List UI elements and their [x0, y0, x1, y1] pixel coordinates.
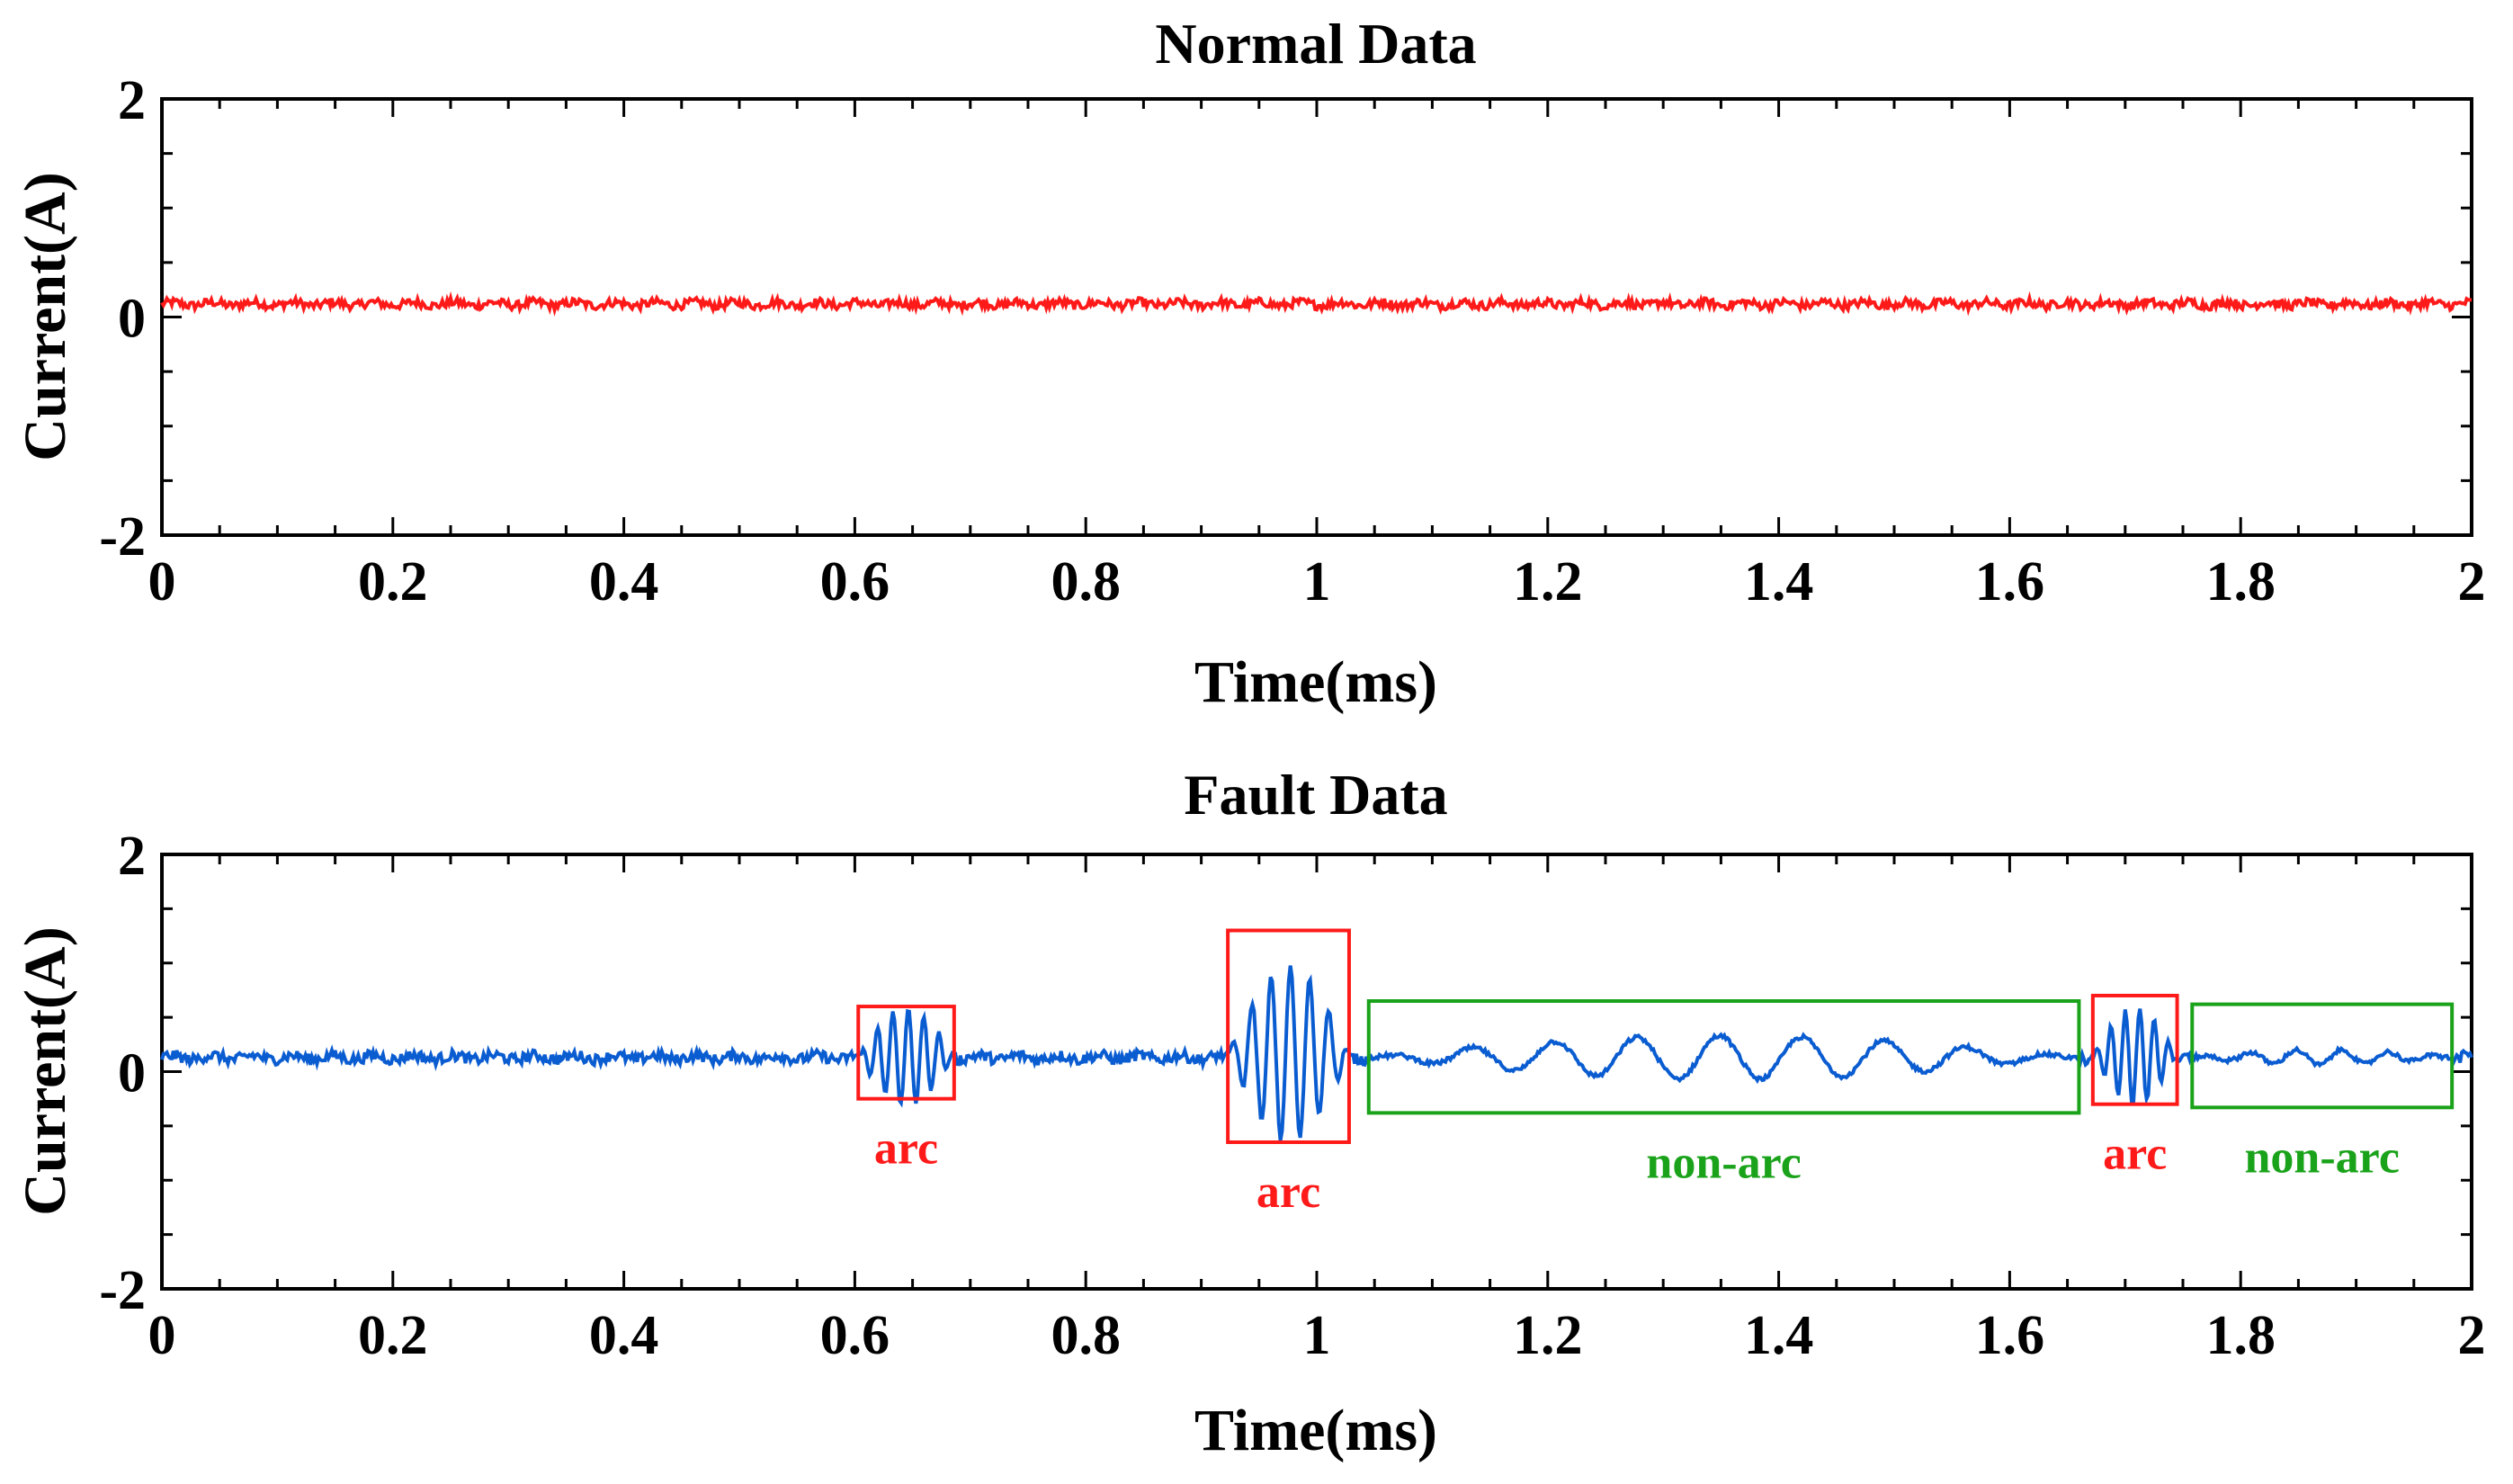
- arc-region-box: [856, 1005, 956, 1101]
- arc-region-label: arc: [874, 1123, 938, 1175]
- y-tick-label: 0: [118, 289, 146, 350]
- x-tick-label: 1.4: [1744, 1305, 1814, 1366]
- non-arc-region-label: non-arc: [1646, 1137, 1801, 1188]
- y-tick-label: -2: [99, 1260, 146, 1321]
- arc-region-box: [1226, 928, 1351, 1144]
- x-tick-label: 0.4: [589, 1305, 659, 1366]
- x-tick-label: 0: [148, 1305, 176, 1366]
- x-tick-label: 1.4: [1744, 551, 1814, 612]
- y-tick-label: 0: [118, 1043, 146, 1104]
- x-tick-label: 0: [148, 551, 176, 612]
- y-tick-label: 2: [118, 826, 146, 887]
- normal-data-panel: Normal Data Current(A) Time(ms) 0 0.2 0.4 0…: [13, 12, 2486, 715]
- x-tick-label: 1.6: [1975, 1305, 2045, 1366]
- x-tick-label: 1.8: [2205, 551, 2276, 612]
- x-axis-label: Time(ms): [1194, 1398, 1437, 1463]
- x-tick-label: 1.2: [1513, 551, 1583, 612]
- non-arc-region-label: non-arc: [2245, 1131, 2400, 1183]
- arc-region-label: arc: [2103, 1129, 2167, 1180]
- arc-region-box: [2090, 993, 2179, 1106]
- arc-region-label: arc: [1256, 1167, 1320, 1218]
- x-tick-label: 1.2: [1513, 1305, 1583, 1366]
- y-axis-label: Current(A): [13, 926, 78, 1215]
- non-arc-region-box: [1366, 999, 2081, 1115]
- y-axis-label: Current(A): [13, 172, 78, 460]
- non-arc-region-box: [2190, 1002, 2455, 1110]
- normal-current-line: [160, 291, 2472, 317]
- chart-title: Fault Data: [1184, 763, 1447, 827]
- x-tick-label: 1.8: [2205, 1305, 2276, 1366]
- axis-ticks: 0 0.2 0.4 0.6 0.8 1 1.2 1.4 1.6 1.8 2-202: [99, 826, 2485, 1366]
- x-tick-label: 0.6: [820, 1305, 890, 1366]
- axis-ticks: 0 0.2 0.4 0.6 0.8 1 1.2 1.4 1.6 1.8 2-202: [99, 70, 2485, 612]
- y-tick-label: 2: [118, 70, 146, 131]
- x-tick-label: 0.6: [820, 551, 890, 612]
- chart-title: Normal Data: [1155, 12, 1476, 76]
- x-tick-label: 1: [1303, 1305, 1331, 1366]
- region-annotations: arc arc non-arc arc non-arc: [856, 928, 2455, 1218]
- fault-current-line: [160, 965, 2473, 1141]
- x-tick-label: 0.2: [358, 1305, 428, 1366]
- plot-frame: [160, 97, 2473, 537]
- x-axis-label: Time(ms): [1194, 649, 1437, 715]
- fault-data-panel: Fault Data Current(A) Time(ms) 0 0.2 0.4 0.…: [13, 763, 2486, 1463]
- x-tick-label: 0.8: [1051, 551, 1121, 612]
- x-tick-label: 0.8: [1051, 1305, 1121, 1366]
- x-tick-label: 0.2: [358, 551, 428, 612]
- x-tick-label: 1.6: [1975, 551, 2045, 612]
- x-tick-label: 1: [1303, 551, 1331, 612]
- x-tick-label: 0.4: [589, 551, 659, 612]
- y-tick-label: -2: [99, 506, 146, 568]
- x-tick-label: 2: [2458, 551, 2486, 612]
- x-tick-label: 2: [2458, 1305, 2486, 1366]
